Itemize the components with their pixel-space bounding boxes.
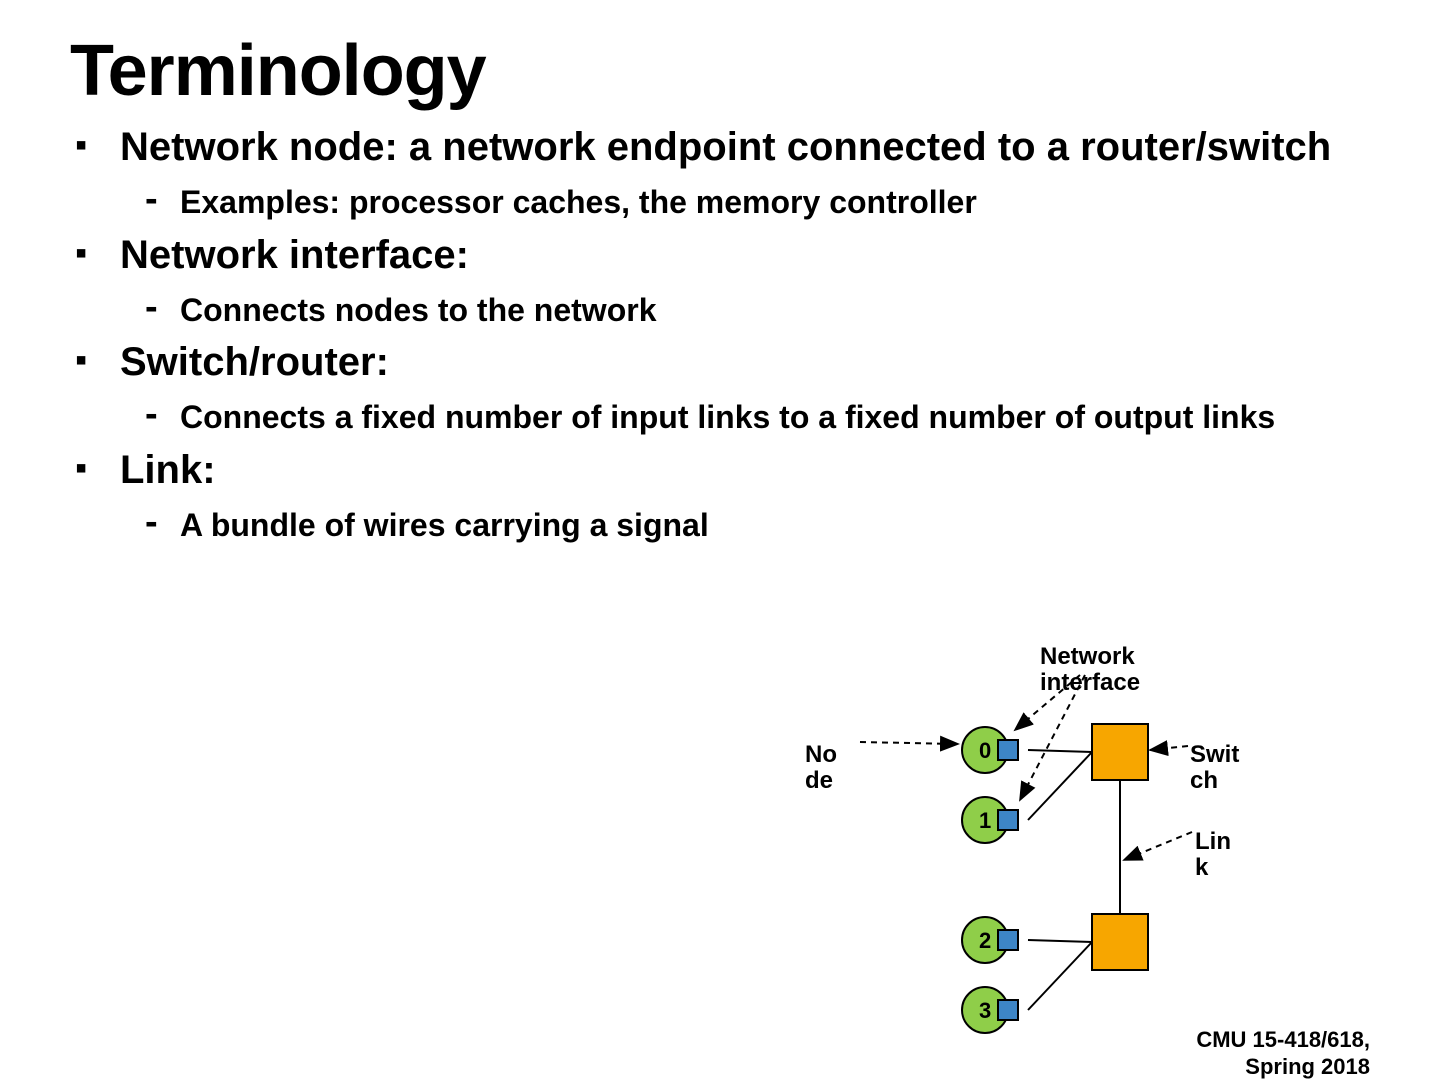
subbullet: Connects nodes to the network — [140, 290, 1370, 332]
bullet-link: Link: A bundle of wires carrying a signa… — [70, 445, 1370, 547]
svg-text:Node: Node — [805, 741, 837, 794]
subbullet: Connects a fixed number of input links t… — [140, 397, 1370, 439]
bullet-text: Switch/router: — [120, 337, 1370, 387]
sublist: A bundle of wires carrying a signal — [120, 505, 1370, 547]
bullet-list: Network node: a network endpoint connect… — [70, 122, 1370, 546]
svg-text:Link: Link — [1195, 828, 1231, 881]
svg-text:1: 1 — [979, 808, 991, 833]
svg-text:Switch: Switch — [1190, 741, 1239, 794]
sublist: Examples: processor caches, the memory c… — [120, 182, 1370, 224]
slide: Terminology Network node: a network endp… — [0, 0, 1440, 1080]
footer-line2: Spring 2018 — [1196, 1054, 1370, 1080]
bullet-text: Network interface: — [120, 230, 1370, 280]
network-diagram: 0 1 2 3 Node Networkinterface Switch Link — [700, 620, 1400, 1060]
bullet-network-node: Network node: a network endpoint connect… — [70, 122, 1370, 224]
svg-text:Networkinterface: Networkinterface — [1040, 643, 1140, 696]
bullet-text: Link: — [120, 445, 1370, 495]
diagram-svg: 0 1 2 3 Node Networkinterface Switch Link — [700, 620, 1400, 1060]
svg-text:3: 3 — [979, 998, 991, 1023]
subbullet-text: Connects nodes to the network — [180, 290, 1370, 332]
footer-line1: CMU 15-418/618, — [1196, 1027, 1370, 1053]
slide-title: Terminology — [70, 30, 1370, 112]
svg-text:0: 0 — [979, 738, 991, 763]
sublist: Connects a fixed number of input links t… — [120, 397, 1370, 439]
subbullet-text: Examples: processor caches, the memory c… — [180, 182, 1370, 224]
subbullet: A bundle of wires carrying a signal — [140, 505, 1370, 547]
bullet-switch-router: Switch/router: Connects a fixed number o… — [70, 337, 1370, 439]
svg-text:2: 2 — [979, 928, 991, 953]
bullet-text: Network node: a network endpoint connect… — [120, 122, 1370, 172]
bullet-network-interface: Network interface: Connects nodes to the… — [70, 230, 1370, 332]
footer: CMU 15-418/618, Spring 2018 — [1196, 1027, 1370, 1080]
subbullet-text: A bundle of wires carrying a signal — [180, 505, 1370, 547]
sublist: Connects nodes to the network — [120, 290, 1370, 332]
subbullet-text: Connects a fixed number of input links t… — [180, 397, 1370, 439]
subbullet: Examples: processor caches, the memory c… — [140, 182, 1370, 224]
